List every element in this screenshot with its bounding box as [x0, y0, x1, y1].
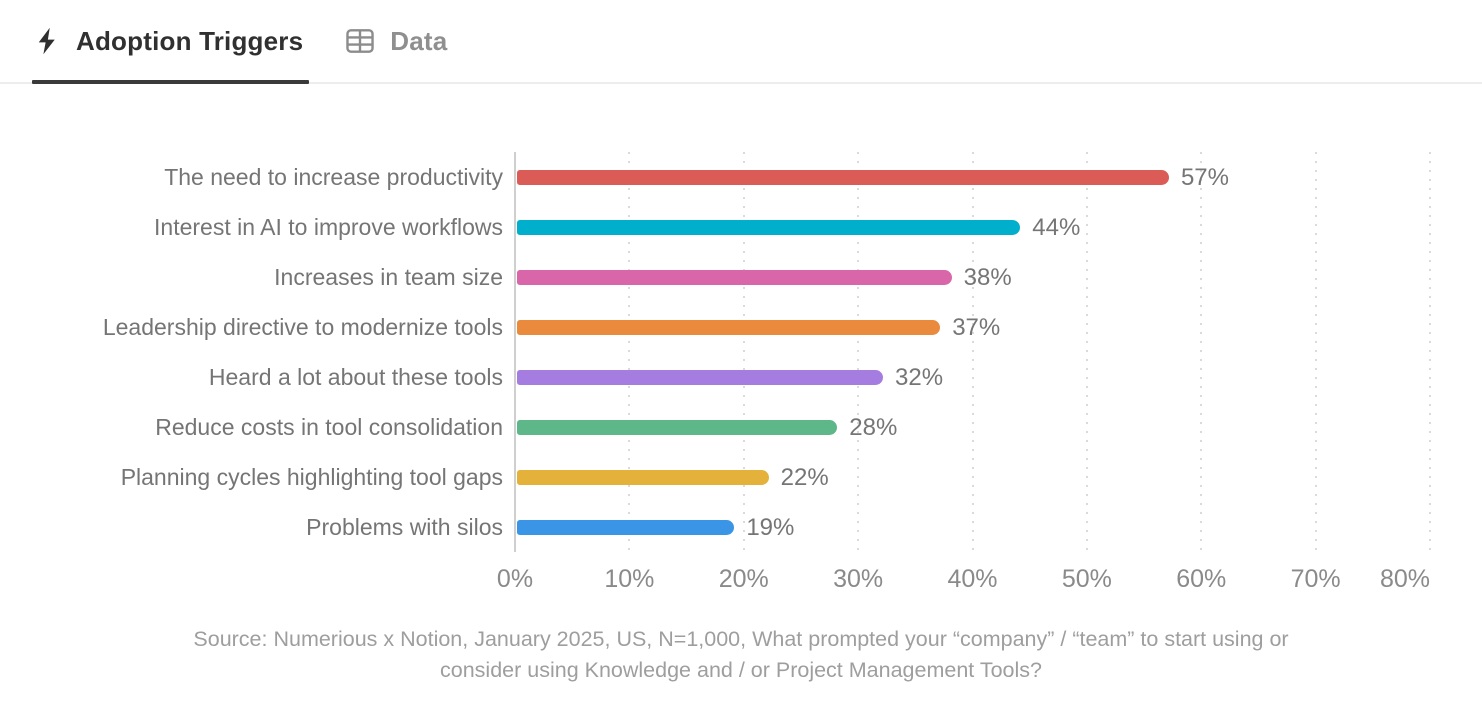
x-axis: 0% 10% 20% 30% 40% 50% 60% 70% 80%: [497, 565, 1431, 599]
tab-bar: Adoption Triggers Data: [0, 0, 1482, 84]
tab-data[interactable]: Data: [343, 0, 447, 82]
plot-area: 57% 44% 38% 37% 32% 28% 22% 19%: [514, 152, 1431, 552]
x-tick-label: 80%: [1379, 565, 1431, 593]
bar-chart: The need to increase productivity Interes…: [0, 84, 1482, 722]
category-label: Reduce costs in tool consolidation: [155, 414, 503, 440]
bar-value-label: 32%: [895, 364, 944, 391]
tab-data-label: Data: [390, 25, 448, 56]
bar: [517, 169, 1169, 185]
tab-adoption-triggers[interactable]: Adoption Triggers: [31, 0, 310, 84]
gridline: [857, 152, 860, 552]
bar-value-label: 57%: [1180, 164, 1229, 191]
category-label: Leadership directive to modernize tools: [102, 314, 503, 340]
gridline: [742, 152, 745, 552]
category-label: The need to increase productivity: [164, 164, 503, 190]
gridline: [1200, 152, 1203, 552]
source-caption: Source: Numerious x Notion, January 2025…: [0, 624, 1482, 686]
gridline: [628, 152, 631, 552]
category-label: Planning cycles highlighting tool gaps: [120, 464, 503, 490]
bar: [517, 369, 883, 385]
x-tick-label: 0%: [496, 565, 534, 593]
bar-value-label: 19%: [746, 514, 795, 541]
x-tick-label: 10%: [604, 565, 655, 593]
x-tick-label: 70%: [1290, 565, 1341, 593]
bar-value-label: 38%: [963, 264, 1012, 291]
bar: [517, 469, 769, 485]
category-label: Increases in team size: [274, 264, 503, 290]
table-icon: [343, 25, 377, 57]
bar-value-label: 28%: [849, 414, 898, 441]
gridline: [1085, 152, 1088, 552]
gridline: [1314, 152, 1317, 552]
bar: [517, 219, 1021, 235]
lightning-icon: [33, 25, 63, 57]
category-labels: The need to increase productivity Interes…: [0, 152, 503, 552]
x-tick-label: 40%: [947, 565, 998, 593]
bar: [517, 519, 735, 535]
bar-value-label: 22%: [780, 464, 829, 491]
category-label: Heard a lot about these tools: [208, 364, 503, 390]
category-label: Problems with silos: [306, 514, 503, 540]
bar-value-label: 44%: [1032, 214, 1081, 241]
bar-value-label: 37%: [952, 314, 1001, 341]
gridline: [1429, 152, 1431, 552]
y-axis-line: [514, 152, 516, 552]
bar: [517, 419, 838, 435]
source-line-1: Source: Numerious x Notion, January 2025…: [193, 627, 1289, 651]
x-tick-label: 50%: [1061, 565, 1112, 593]
gridline: [971, 152, 974, 552]
category-label: Interest in AI to improve workflows: [154, 214, 503, 240]
bar: [517, 319, 941, 335]
x-tick-label: 20%: [718, 565, 769, 593]
x-tick-label: 60%: [1176, 565, 1227, 593]
x-tick-label: 30%: [833, 565, 884, 593]
tab-adoption-triggers-label: Adoption Triggers: [76, 25, 304, 56]
bar: [517, 269, 952, 285]
source-line-2: consider using Knowledge and / or Projec…: [440, 658, 1042, 682]
